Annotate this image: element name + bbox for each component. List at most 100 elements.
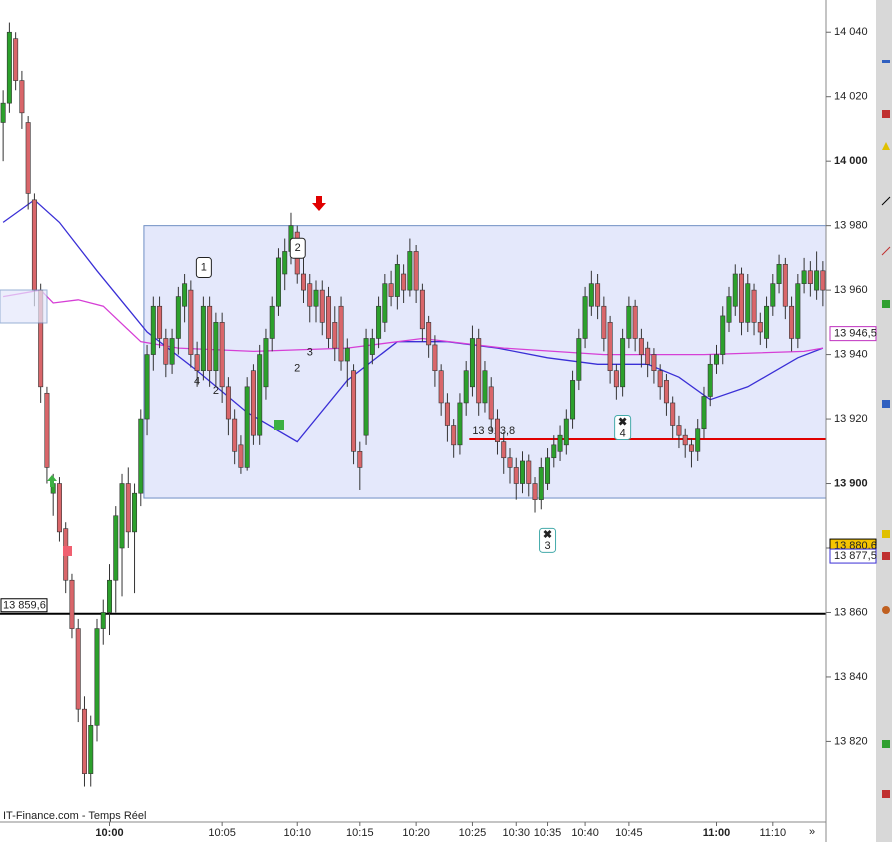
candle-body — [488, 386, 494, 420]
candle-body — [563, 418, 569, 446]
moving-average — [2, 199, 824, 443]
candle-body — [532, 483, 538, 500]
tool-icon[interactable] — [882, 606, 890, 614]
tool-icon[interactable] — [882, 552, 890, 560]
signal-square — [274, 420, 284, 430]
candle-body — [376, 305, 382, 339]
candle-body — [244, 386, 250, 468]
candle-body — [257, 354, 263, 436]
candle-body — [613, 370, 619, 388]
candle-body — [751, 289, 757, 323]
candle-body — [132, 492, 138, 533]
tool-icon[interactable] — [882, 530, 890, 538]
candle-body — [513, 467, 519, 484]
x-tick-label: 10:45 — [615, 827, 643, 839]
candle-body — [745, 283, 751, 323]
candle-body — [607, 322, 613, 372]
price-tag — [829, 548, 877, 564]
toolbar-icons — [881, 60, 891, 798]
candle-body — [701, 396, 707, 430]
candle-body — [332, 322, 338, 349]
tool-icon[interactable] — [882, 740, 890, 748]
tool-icon[interactable] — [882, 300, 890, 308]
tool-icon[interactable] — [882, 110, 890, 118]
candle-body — [225, 386, 231, 420]
candle-body — [269, 305, 275, 339]
candle-body — [319, 289, 325, 323]
candle-body — [69, 579, 75, 629]
candle-body — [182, 283, 188, 307]
level-label-box — [0, 598, 48, 613]
candle-body — [113, 515, 119, 581]
x-tick-label: 10:30 — [502, 827, 530, 839]
candle-body — [451, 425, 457, 446]
candle-body — [695, 428, 701, 452]
candle-body — [457, 402, 463, 446]
source-label: IT-Finance.com - Temps Réel — [3, 810, 146, 822]
candle-body — [595, 283, 601, 307]
x-tick-label: 11:00 — [703, 827, 731, 839]
candle-body — [144, 354, 150, 420]
x-tick-label: 10:15 — [346, 827, 374, 839]
candle-body — [407, 251, 413, 291]
y-tick-label: 13 860 — [834, 606, 868, 618]
candle-body — [663, 380, 669, 404]
candle-body — [807, 270, 813, 284]
candle-body — [739, 273, 745, 323]
candle-body — [88, 724, 94, 774]
candle-body — [476, 338, 482, 404]
annotation-box — [289, 237, 306, 259]
candle-body — [301, 273, 306, 291]
candle-body — [551, 444, 557, 459]
candle-body — [138, 418, 144, 494]
candle-body — [0, 102, 6, 123]
candle-body — [670, 402, 676, 426]
scroll-button[interactable]: » — [809, 826, 815, 838]
candle-body — [776, 264, 782, 284]
candle-body — [401, 273, 407, 291]
tool-icon[interactable] — [882, 60, 890, 63]
candle-body — [714, 354, 719, 365]
candle-body — [720, 315, 726, 355]
x-tick-label: 10:05 — [208, 827, 236, 839]
candle-body — [444, 402, 450, 426]
candle-body — [194, 354, 200, 372]
candle-body — [413, 251, 419, 291]
annotation-label: 4 — [194, 375, 200, 387]
candle-body — [588, 283, 594, 307]
candle-body — [19, 80, 25, 114]
x-tick-label: 10:20 — [402, 827, 430, 839]
candle-body — [601, 305, 607, 339]
candle-body — [545, 457, 551, 484]
candle-body — [726, 296, 732, 323]
candle-body — [263, 338, 269, 388]
candle-body — [507, 457, 513, 468]
y-tick-label: 13 840 — [834, 671, 868, 683]
annotation-cross: ✖ — [543, 529, 552, 541]
annotation-label: 3 — [544, 540, 550, 552]
tool-icon[interactable] — [882, 400, 890, 408]
tool-icon[interactable] — [882, 142, 890, 150]
candle-body — [632, 305, 638, 339]
tool-icon[interactable] — [881, 196, 891, 206]
candle-body — [707, 363, 713, 397]
candle-body — [13, 38, 19, 81]
candle-body — [175, 296, 181, 339]
toolbar — [876, 0, 892, 842]
tool-icon[interactable] — [881, 246, 891, 256]
candle-body — [163, 338, 169, 365]
y-tick-label: 13 940 — [834, 348, 868, 360]
tool-icon[interactable] — [882, 790, 890, 798]
candle-body — [150, 305, 156, 355]
candle-body — [219, 322, 225, 388]
candle-body — [557, 434, 563, 452]
x-tick-label: 10:40 — [571, 827, 599, 839]
zone — [0, 289, 48, 324]
candle-body — [801, 270, 807, 284]
price-tag-label: 13 877,5 — [834, 550, 877, 562]
y-tick-label: 13 960 — [834, 284, 868, 296]
y-tick-label: 13 900 — [834, 477, 868, 489]
candle-body — [732, 273, 738, 307]
annotation-label: 3 — [307, 346, 313, 358]
